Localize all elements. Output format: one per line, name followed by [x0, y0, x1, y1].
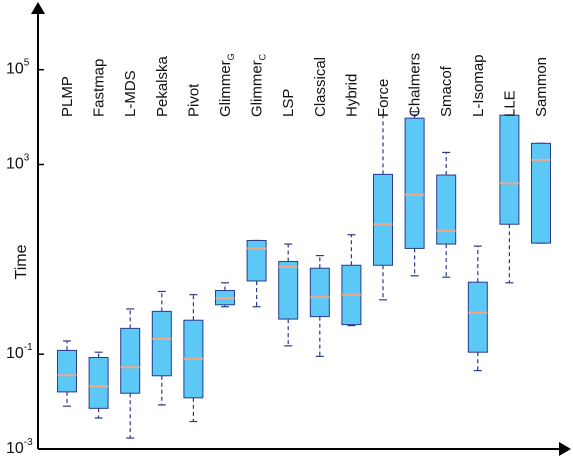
- y-tick-exponent: -3: [24, 437, 33, 448]
- box-iqr: [499, 114, 520, 225]
- box-iqr: [373, 173, 393, 266]
- category-name: PLMP: [59, 76, 76, 117]
- category-label: PLMP: [59, 76, 76, 117]
- category-subscript: G: [226, 53, 236, 60]
- category-name: Classical: [312, 57, 329, 117]
- box-8: [278, 243, 299, 347]
- category-subscript: C: [258, 53, 268, 60]
- y-tick-base: 10: [6, 61, 24, 78]
- y-tick-exponent: 5: [24, 58, 30, 69]
- category-label: L-Isomap: [470, 54, 487, 117]
- box-16: [531, 142, 551, 244]
- category-name: LLE: [501, 90, 518, 117]
- category-name: Sammon: [533, 57, 550, 117]
- category-name: L-MDS: [122, 70, 139, 117]
- category-label: Sammon: [533, 57, 550, 117]
- y-axis-arrow-icon: [31, 2, 45, 14]
- y-tick-label: 103: [6, 153, 30, 173]
- y-tick-label: 105: [6, 58, 30, 78]
- y-tick-label: 10-3: [6, 437, 33, 457]
- category-labels: PLMP Fastmap L-MDS Pekalska Pivot GlimmerGGli…: [59, 53, 550, 117]
- axes: Time: [13, 2, 571, 456]
- y-axis-title: Time: [13, 244, 30, 279]
- category-label: LSP: [280, 89, 297, 117]
- category-label: Fastmap: [91, 59, 108, 117]
- box-1: [57, 340, 77, 407]
- category-name: LSP: [280, 89, 297, 117]
- category-name: Chalmers: [407, 53, 424, 117]
- box-4: [151, 290, 172, 406]
- x-axis-arrow-icon: [559, 442, 571, 456]
- box-iqr: [467, 281, 488, 353]
- box-iqr: [436, 174, 457, 245]
- box-7: [246, 239, 267, 308]
- boxes: [57, 111, 551, 439]
- category-name: Hybrid: [343, 74, 360, 117]
- box-12: [404, 111, 425, 277]
- category-label: Classical: [312, 57, 329, 117]
- box-iqr: [246, 239, 267, 282]
- y-tick-base: 10: [6, 156, 24, 173]
- box-9: [309, 254, 330, 357]
- category-label: Smacof: [438, 65, 455, 117]
- category-label: Pekalska: [154, 55, 171, 117]
- box-iqr: [151, 310, 172, 377]
- y-tick-base: 10: [6, 345, 24, 362]
- category-label: L-MDS: [122, 70, 139, 117]
- category-label: Force: [375, 79, 392, 117]
- category-name: Fastmap: [91, 59, 108, 117]
- box-6: [215, 282, 235, 308]
- box-3: [120, 308, 141, 439]
- box-iqr: [531, 142, 551, 244]
- box-iqr: [120, 327, 141, 394]
- category-name: Pivot: [185, 83, 202, 117]
- category-name: Smacof: [438, 65, 455, 117]
- category-label: GlimmerC: [249, 53, 268, 117]
- category-label: Chalmers: [407, 53, 424, 117]
- box-10: [341, 234, 362, 327]
- category-label: LLE: [501, 90, 518, 117]
- y-tick-base: 10: [6, 440, 24, 457]
- category-label: Pivot: [185, 83, 202, 117]
- box-iqr: [309, 267, 330, 318]
- category-label: Hybrid: [343, 74, 360, 117]
- box-2: [88, 351, 109, 419]
- category-name: Glimmer: [217, 60, 234, 117]
- y-tick-label: 10-1: [6, 342, 33, 362]
- category-name: Glimmer: [249, 60, 266, 117]
- box-14: [467, 245, 488, 372]
- y-tick-exponent: 3: [24, 153, 30, 164]
- y-tick-exponent: -1: [24, 342, 33, 353]
- box-iqr: [57, 349, 77, 393]
- category-name: Pekalska: [154, 55, 171, 117]
- category-name: Force: [375, 79, 392, 117]
- category-label: GlimmerG: [217, 53, 236, 117]
- box-5: [183, 294, 204, 423]
- box-13: [436, 151, 457, 278]
- box-iqr: [88, 357, 109, 409]
- box-11: [373, 114, 393, 301]
- box-iqr: [278, 261, 299, 320]
- box-15: [499, 114, 520, 284]
- box-iqr: [404, 117, 425, 249]
- category-name: L-Isomap: [470, 54, 487, 117]
